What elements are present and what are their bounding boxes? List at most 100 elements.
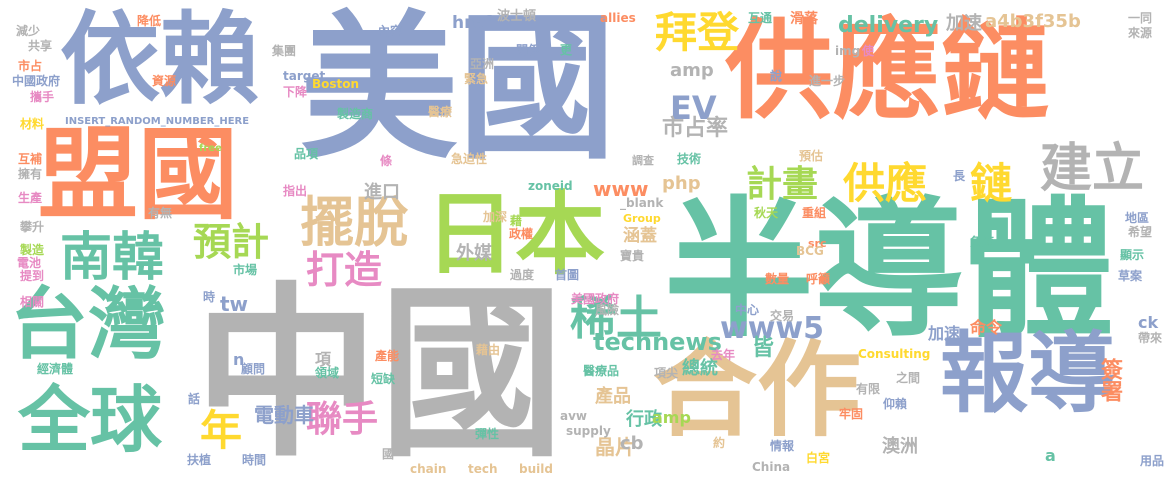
word-137: 項尖 [654,366,679,380]
word-3: 盟國 [38,116,238,233]
word-27: a4b3f35b [985,11,1081,32]
word-89: 互補 [18,152,43,166]
word-155: China [752,460,791,474]
word-142: avw [560,409,588,423]
word-16: 鏈 [970,159,1013,208]
word-60: 降低 [137,14,162,28]
word-18: 打造 [306,248,383,292]
word-135: 產能 [375,349,400,363]
word-108: 地區 [1125,211,1150,225]
word-35: 進口 [364,182,400,203]
word-106: BCG [796,244,824,258]
word-90: 擁有 [18,167,43,181]
word-31: php [662,173,701,194]
word-136: 醫療品 [583,364,620,378]
word-41: cb [620,433,644,454]
word-21: 年 [200,406,243,455]
word-144: 仰賴 [883,397,908,411]
word-104: 寶貴 [620,249,645,263]
word-62: 關係 [516,43,541,57]
word-81: 急迫性 [451,152,488,166]
word-1: 供應鏈 [725,9,1050,134]
word-8: 報導 [940,322,1117,425]
word-11: 南韓 [60,228,165,288]
word-74: 中國政府 [12,74,61,88]
word-57: 來源 [1128,26,1153,40]
word-23: EV [670,89,717,127]
word-154: build [519,462,553,476]
word-126: n [233,350,245,369]
word-20: 預計 [193,220,270,264]
word-75: 攜手 [30,90,55,104]
word-64: 亞洲 [470,57,495,71]
word-24: www5 [720,311,825,346]
word-149: 扶植 [187,453,212,467]
word-55: 滑落 [790,11,818,27]
word-131: 帶來 [1138,331,1163,345]
word-12: 擺脫 [300,191,408,254]
word-132: 經濟體 [37,362,74,376]
word-139: 之間 [896,371,921,385]
word-67: 資源 [152,74,177,88]
word-70: 下降 [283,85,308,99]
word-71: 製造商 [337,107,374,121]
word-68: target [283,69,326,83]
word-25: technews [593,328,722,356]
word-19: 聯手 [306,399,379,440]
word-36: 外媒 [456,243,492,264]
word-97: 秋天 [754,206,779,220]
word-83: 技術 [677,152,702,166]
word-69: Boston [312,77,360,91]
word-95: zoneid [528,179,573,193]
word-99: 長 [953,169,966,183]
word-105: src [808,237,827,250]
word-118: 美國政府 [571,292,620,306]
word-111: 草案 [1118,269,1143,283]
word-129: 去年 [711,348,736,362]
word-38: 皆 [752,336,775,361]
word-44: 行政 [626,409,662,430]
word-96: _blank [620,196,664,210]
word-29: amp [670,60,714,81]
word-101: 藉 [510,214,523,228]
word-140: 短缺 [371,372,396,386]
word-114: 首圖 [555,268,580,282]
word-122: 製造 [20,243,45,257]
word-121: 交易 [770,309,795,323]
word-138: 有限 [856,382,881,396]
word-113: 過度 [510,268,535,282]
word-110: 顯示 [1120,248,1145,262]
word-85: 說 [770,69,783,83]
word-92: 攀升 [20,220,45,234]
word-73: 市占 [18,59,43,73]
word-37: tw [220,292,249,316]
word-103: Group [623,212,661,225]
word-65: 緊急 [464,72,489,86]
word-6: 日本 [425,182,605,287]
word-124: 提到 [20,269,45,283]
word-61: 內容 [378,24,403,38]
word-53: allies [600,11,636,25]
word-147: 約 [713,436,726,450]
word-17: 稀土 [570,291,662,345]
word-10: 全球 [18,378,163,462]
word-51: a [1045,446,1056,465]
word-157: 用品 [1140,454,1165,468]
word-115: 數量 [765,272,790,286]
word-14: 拜登 [655,8,740,57]
word-72: 醫療 [428,105,453,119]
word-42: 澳洲 [882,436,918,457]
word-107: 急速 [970,235,995,249]
word-2: 依賴 [60,1,260,118]
word-148: 情報 [770,439,795,453]
word-39: 產品 [595,386,631,407]
word-91: 生產 [18,191,43,205]
word-86: 進一步 [809,74,846,88]
word-32: 市占率 [662,116,729,141]
word-30: www [593,177,649,201]
word-87: img [835,44,861,58]
word-119: 風險 [595,303,620,317]
word-123: 電池 [17,256,42,270]
word-34: href [452,13,492,33]
word-84: 預估 [799,149,824,163]
